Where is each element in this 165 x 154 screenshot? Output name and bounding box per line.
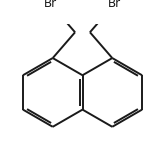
Text: Br: Br: [44, 0, 57, 10]
Text: Br: Br: [108, 0, 121, 10]
